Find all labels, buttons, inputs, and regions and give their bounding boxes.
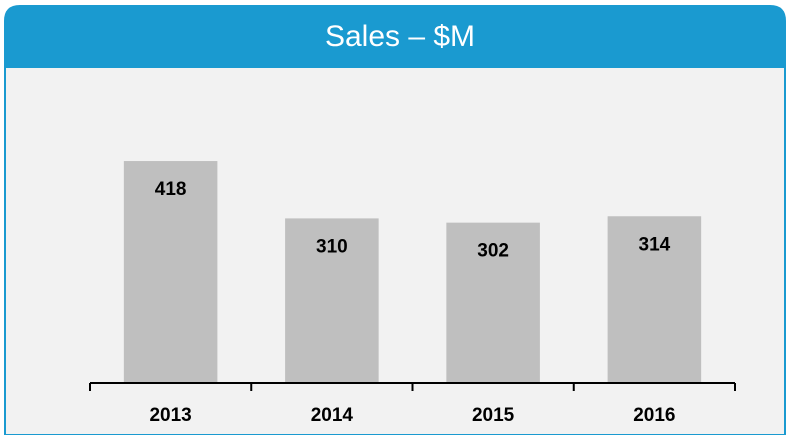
bar	[607, 216, 702, 383]
data-label: 418	[155, 179, 187, 200]
data-label: 310	[316, 236, 348, 257]
x-tick-label: 2014	[311, 405, 354, 426]
bar	[285, 218, 379, 383]
x-tick-label: 2013	[149, 405, 191, 426]
chart-title: Sales – $M	[325, 20, 475, 53]
panel-header	[5, 6, 785, 68]
bar	[123, 161, 218, 383]
x-tick-label: 2016	[633, 405, 675, 426]
bar	[446, 222, 540, 383]
data-label: 314	[639, 234, 671, 255]
x-tick-label: 2015	[472, 405, 515, 426]
data-label: 302	[477, 241, 509, 262]
